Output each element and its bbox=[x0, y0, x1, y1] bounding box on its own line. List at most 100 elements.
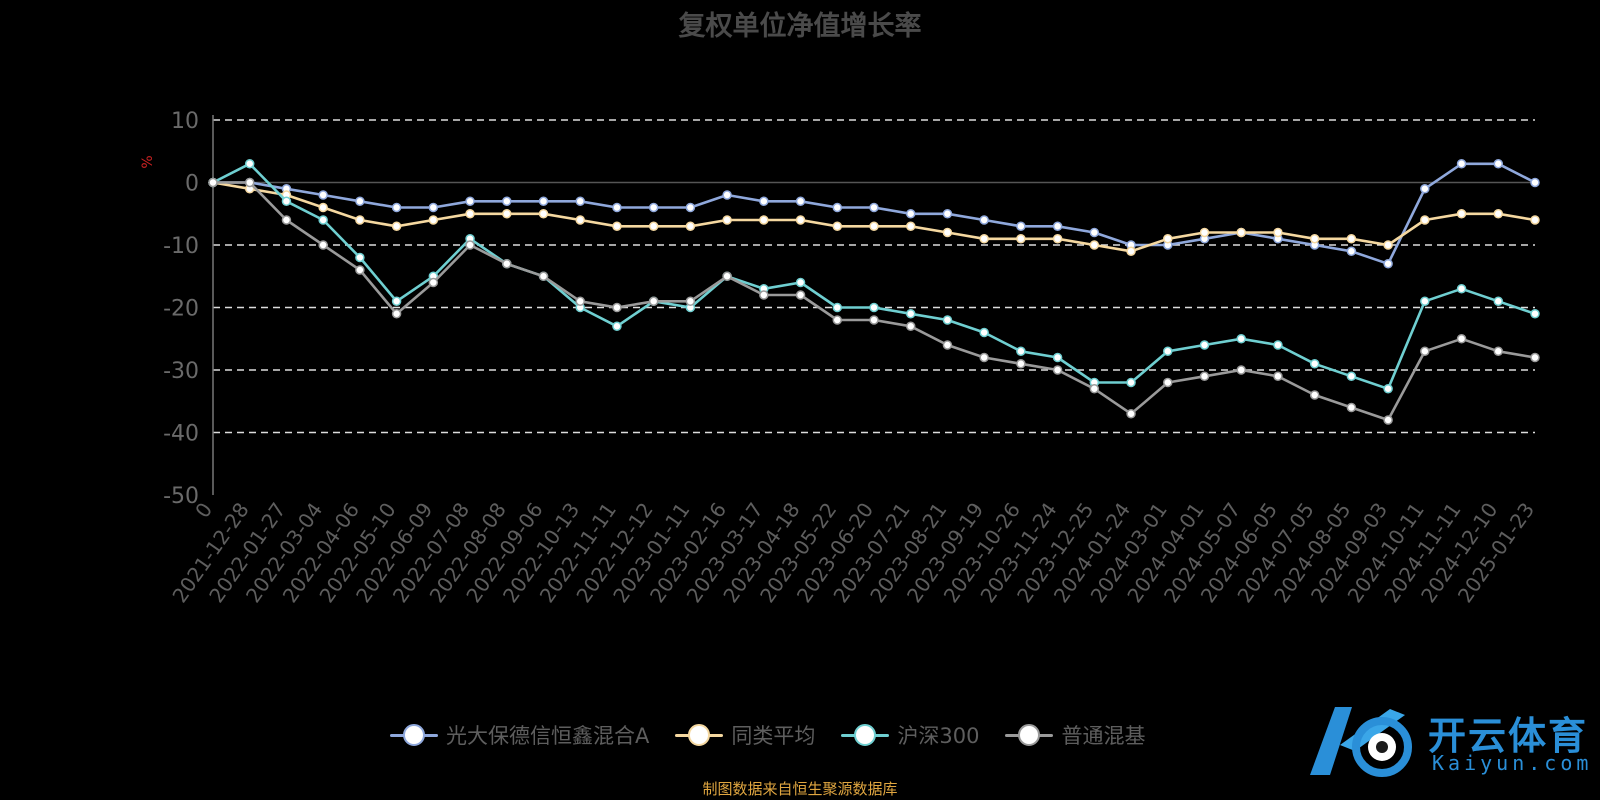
data-point[interactable] bbox=[869, 221, 879, 231]
data-point[interactable] bbox=[1163, 346, 1173, 356]
data-point[interactable] bbox=[428, 277, 439, 288]
data-point[interactable] bbox=[1346, 246, 1357, 256]
data-point[interactable] bbox=[1052, 234, 1063, 244]
data-point[interactable] bbox=[1383, 384, 1393, 394]
data-point[interactable] bbox=[795, 277, 806, 288]
data-point[interactable] bbox=[502, 209, 512, 219]
data-point[interactable] bbox=[905, 209, 916, 219]
data-point[interactable] bbox=[1493, 296, 1504, 306]
data-point[interactable] bbox=[281, 196, 292, 206]
data-point[interactable] bbox=[1016, 346, 1026, 356]
data-point[interactable] bbox=[1052, 352, 1063, 363]
data-point[interactable] bbox=[759, 215, 769, 225]
data-point[interactable] bbox=[612, 302, 622, 313]
data-point[interactable] bbox=[648, 296, 659, 306]
data-point[interactable] bbox=[1420, 215, 1430, 225]
data-point[interactable] bbox=[795, 196, 806, 206]
data-point[interactable] bbox=[832, 202, 843, 213]
data-point[interactable] bbox=[391, 221, 402, 231]
data-point[interactable] bbox=[575, 215, 585, 225]
data-point[interactable] bbox=[1530, 215, 1540, 225]
data-point[interactable] bbox=[685, 221, 696, 231]
data-point[interactable] bbox=[355, 196, 365, 206]
data-point[interactable] bbox=[244, 177, 255, 188]
data-point[interactable] bbox=[979, 327, 989, 338]
data-point[interactable] bbox=[355, 252, 365, 263]
data-point[interactable] bbox=[722, 190, 732, 200]
data-point[interactable] bbox=[465, 196, 475, 206]
data-point[interactable] bbox=[1309, 234, 1320, 244]
data-point[interactable] bbox=[979, 234, 989, 244]
data-point[interactable] bbox=[1346, 371, 1357, 381]
data-point[interactable] bbox=[244, 159, 255, 169]
data-point[interactable] bbox=[648, 221, 659, 231]
data-point[interactable] bbox=[1530, 309, 1540, 319]
data-point[interactable] bbox=[318, 190, 328, 200]
data-point[interactable] bbox=[1493, 159, 1504, 169]
data-point[interactable] bbox=[648, 202, 659, 213]
data-point[interactable] bbox=[759, 290, 769, 300]
data-point[interactable] bbox=[905, 309, 916, 319]
data-point[interactable] bbox=[942, 340, 953, 350]
data-point[interactable] bbox=[1530, 352, 1540, 363]
data-point[interactable] bbox=[1199, 371, 1210, 381]
data-point[interactable] bbox=[355, 215, 365, 225]
data-point[interactable] bbox=[1236, 227, 1246, 238]
data-point[interactable] bbox=[1346, 402, 1357, 413]
data-point[interactable] bbox=[1126, 377, 1136, 388]
data-point[interactable] bbox=[318, 215, 328, 225]
data-point[interactable] bbox=[1273, 340, 1283, 350]
data-point[interactable] bbox=[281, 215, 292, 225]
data-point[interactable] bbox=[1199, 340, 1210, 350]
data-point[interactable] bbox=[391, 296, 402, 306]
data-point[interactable] bbox=[1383, 415, 1393, 425]
data-point[interactable] bbox=[1163, 377, 1173, 388]
data-point[interactable] bbox=[722, 215, 732, 225]
data-point[interactable] bbox=[942, 209, 953, 219]
data-point[interactable] bbox=[575, 296, 585, 306]
data-point[interactable] bbox=[1199, 227, 1210, 238]
data-point[interactable] bbox=[685, 202, 696, 213]
legend-item-fund[interactable]: 光大保德信恒鑫混合A bbox=[390, 720, 649, 750]
data-point[interactable] bbox=[1383, 259, 1393, 269]
data-point[interactable] bbox=[612, 221, 622, 231]
data-point[interactable] bbox=[465, 209, 475, 219]
data-point[interactable] bbox=[1309, 359, 1320, 369]
data-point[interactable] bbox=[1236, 334, 1246, 344]
data-point[interactable] bbox=[1126, 246, 1136, 256]
data-point[interactable] bbox=[759, 196, 769, 206]
data-point[interactable] bbox=[391, 309, 402, 319]
data-point[interactable] bbox=[1420, 346, 1430, 356]
data-point[interactable] bbox=[1052, 221, 1063, 231]
data-point[interactable] bbox=[1456, 159, 1467, 169]
data-point[interactable] bbox=[1016, 234, 1026, 244]
data-point[interactable] bbox=[869, 315, 879, 325]
data-point[interactable] bbox=[1236, 365, 1246, 375]
data-point[interactable] bbox=[1163, 234, 1173, 244]
data-point[interactable] bbox=[1383, 240, 1393, 250]
data-point[interactable] bbox=[1052, 365, 1063, 375]
data-point[interactable] bbox=[942, 227, 953, 238]
data-point[interactable] bbox=[905, 321, 916, 331]
data-point[interactable] bbox=[612, 321, 622, 331]
data-point[interactable] bbox=[1309, 390, 1320, 400]
data-point[interactable] bbox=[905, 221, 916, 231]
data-point[interactable] bbox=[1420, 296, 1430, 306]
data-point[interactable] bbox=[502, 196, 512, 206]
data-point[interactable] bbox=[832, 302, 843, 313]
data-point[interactable] bbox=[1089, 240, 1100, 250]
data-point[interactable] bbox=[832, 221, 843, 231]
data-point[interactable] bbox=[1493, 209, 1504, 219]
data-point[interactable] bbox=[869, 302, 879, 313]
data-point[interactable] bbox=[538, 271, 549, 281]
data-point[interactable] bbox=[832, 315, 843, 325]
data-point[interactable] bbox=[538, 209, 549, 219]
data-point[interactable] bbox=[722, 271, 732, 281]
data-point[interactable] bbox=[355, 265, 365, 275]
data-point[interactable] bbox=[502, 259, 512, 269]
legend-item-csi300[interactable]: 沪深300 bbox=[841, 720, 979, 750]
data-point[interactable] bbox=[1089, 384, 1100, 394]
data-point[interactable] bbox=[1456, 209, 1467, 219]
data-point[interactable] bbox=[318, 202, 328, 213]
data-point[interactable] bbox=[1530, 177, 1540, 188]
